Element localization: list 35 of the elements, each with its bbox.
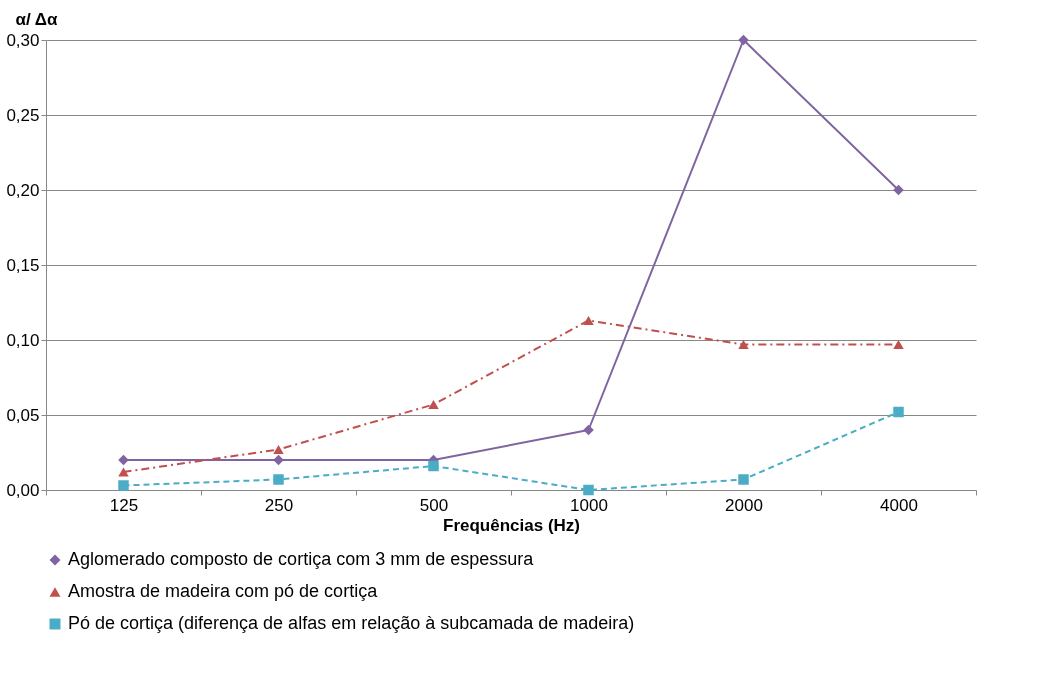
point	[428, 460, 439, 472]
point	[893, 184, 904, 196]
x-tick-label: 250	[264, 495, 294, 515]
x-tick-label: 500	[419, 495, 449, 515]
y-axis-title: α/ Δα	[15, 9, 59, 29]
point	[118, 480, 129, 491]
point	[583, 424, 594, 436]
point	[118, 467, 129, 477]
y-tick-label: 0,00	[6, 480, 40, 500]
legend-label: Aglomerado composto de cortiça com 3 mm de espessura	[68, 549, 535, 569]
point	[738, 34, 749, 46]
x-tick-label: 125	[109, 495, 139, 515]
point	[583, 484, 594, 496]
x-axis-title: Frequências (Hz)	[443, 515, 580, 535]
point	[273, 454, 284, 466]
x-tick-label: 4000	[880, 495, 918, 515]
point	[893, 339, 904, 350]
y-tick-label: 0,10	[6, 330, 40, 350]
point	[738, 339, 749, 350]
point	[893, 406, 904, 418]
point	[273, 444, 284, 455]
y-tick-label: 0,30	[6, 30, 40, 50]
point	[118, 454, 129, 466]
y-tick-label: 0,20	[6, 180, 40, 200]
point	[738, 474, 749, 485]
x-tick-label: 1000	[570, 495, 608, 515]
point	[273, 474, 284, 485]
point	[428, 399, 439, 410]
legend-label: Pó de cortiça (diferença de alfas em relação à subcamada de madeira)	[68, 613, 635, 633]
y-tick-label: 0,25	[6, 105, 40, 125]
y-tick-label: 0,05	[6, 405, 40, 425]
point	[583, 315, 594, 326]
legend-label: Amostra de madeira com pó de cortiça	[68, 581, 379, 601]
x-tick-label: 2000	[725, 495, 763, 515]
y-tick-label: 0,15	[6, 255, 40, 275]
